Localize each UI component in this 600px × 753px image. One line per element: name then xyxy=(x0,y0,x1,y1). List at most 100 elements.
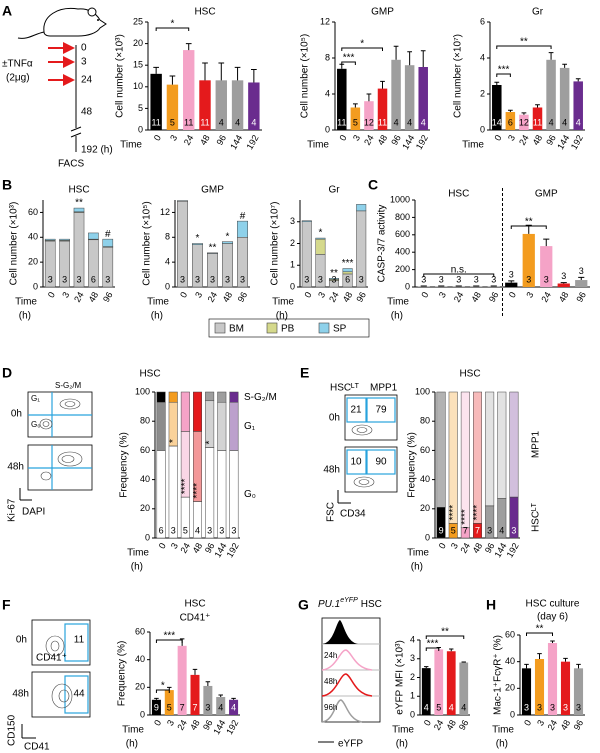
bar-segment xyxy=(168,445,178,539)
error-bar xyxy=(508,280,515,283)
y-tick-label: 60 xyxy=(420,445,430,455)
n-label: 4 xyxy=(235,117,240,127)
bar xyxy=(521,668,532,715)
y-tick-label: 0 xyxy=(165,281,170,291)
n-label: 3 xyxy=(205,702,210,712)
x-axis-unit: (h) xyxy=(151,311,163,322)
row-label: 0h xyxy=(11,409,22,420)
time-point: 3 xyxy=(81,57,87,68)
bar-segment xyxy=(301,220,312,223)
y-tick-label: 0 xyxy=(510,709,515,719)
series-label: HSCᴸᵀ xyxy=(531,502,542,532)
bar-segment xyxy=(222,241,233,244)
n-label: 3 xyxy=(219,525,224,535)
y-tick-label: 100 xyxy=(415,386,430,396)
chart-title: HSC xyxy=(184,599,205,610)
y-tick-label: 2 xyxy=(480,88,485,98)
gate-percentage: 11 xyxy=(74,635,85,646)
n-label: 5 xyxy=(436,702,441,712)
x-tick-label: 48 xyxy=(557,290,571,304)
n-label: 3 xyxy=(231,525,236,535)
n-label: 5 xyxy=(451,525,456,535)
n-label: 9 xyxy=(439,525,444,535)
x-tick-label: 3 xyxy=(506,133,517,142)
chart-title: HSC xyxy=(194,7,215,18)
y-tick-label: 800 xyxy=(395,212,410,222)
y-tick-label: 0 xyxy=(33,281,38,291)
bar-segment xyxy=(88,232,99,240)
y-tick-label: 4 xyxy=(480,52,485,62)
bar xyxy=(446,651,456,715)
x-tick-label: 96 xyxy=(574,290,588,304)
bar-segment xyxy=(44,238,56,241)
significance-bracket xyxy=(155,689,170,693)
x-tick-label: 96 xyxy=(354,290,368,304)
error-bar xyxy=(185,43,192,51)
bar-segment xyxy=(168,391,178,403)
bar xyxy=(573,668,584,715)
x-tick-label: 192 xyxy=(569,133,585,151)
x-tick-label: 3 xyxy=(60,290,71,299)
x-tick-label: 3 xyxy=(193,290,204,299)
bar-segment xyxy=(73,207,85,213)
y-axis-label: Cell number (×10⁵) xyxy=(300,34,311,118)
y-axis-label: eYFP MFI (×10³) xyxy=(395,640,406,715)
x-tick-label: 0 xyxy=(337,133,348,142)
bar xyxy=(229,699,239,715)
x-tick-label: 3 xyxy=(437,290,448,299)
x-tick-label: 24 xyxy=(206,290,220,304)
bar-segment xyxy=(497,391,507,499)
x-tick-label: 0 xyxy=(422,718,433,727)
x-axis-unit: (h) xyxy=(126,739,138,750)
time-point: 48 xyxy=(81,107,93,118)
row-label: 48h xyxy=(7,462,24,473)
legend-swatch xyxy=(266,322,278,334)
n-label: 4 xyxy=(195,525,200,535)
significance-label: ** xyxy=(330,268,338,279)
significance-label: * xyxy=(161,681,165,692)
x-tick-label: 48 xyxy=(221,290,235,304)
error-bar xyxy=(407,51,413,66)
n-label: 11 xyxy=(337,117,346,127)
y-axis-label: Cell number (×10⁵) xyxy=(142,201,153,285)
bar-segment xyxy=(473,391,482,524)
n-label: 7 xyxy=(463,525,468,535)
bar-segment xyxy=(460,391,470,529)
row-label: 96h xyxy=(324,703,337,712)
n-label: 3 xyxy=(180,274,185,284)
chart-title: HSC culture xyxy=(526,599,580,610)
n-label: 5 xyxy=(183,525,188,535)
n-label: 6 xyxy=(508,117,513,127)
n-label: 6 xyxy=(159,525,164,535)
significance-label: ** xyxy=(536,624,544,635)
n-label: 3 xyxy=(563,702,568,712)
significance-label: ** xyxy=(209,242,217,253)
y-tick-label: 15 xyxy=(133,60,143,70)
bar xyxy=(199,80,211,130)
x-tick-label: 24 xyxy=(432,718,446,732)
time-point: 0 xyxy=(81,43,87,54)
bar xyxy=(559,67,570,130)
y-tick-label: 400 xyxy=(395,247,410,257)
panel-label: G xyxy=(298,597,309,613)
readout-label: FACS xyxy=(58,159,84,170)
y-tick-label: 2 xyxy=(290,238,295,248)
y-tick-label: 1 xyxy=(290,260,295,270)
bar-segment xyxy=(237,220,248,238)
y-tick-label: 0 xyxy=(290,281,295,291)
bar-segment xyxy=(315,237,326,240)
x-axis-label: CD41 xyxy=(24,742,50,753)
y-tick-label: 3 xyxy=(290,216,295,226)
row-label: 24h xyxy=(324,651,337,660)
y-tick-label: 0 xyxy=(480,124,485,134)
significance-label: *** xyxy=(163,631,175,642)
n-label: 4 xyxy=(394,117,399,127)
error-bar xyxy=(234,66,241,81)
mouse-schematic xyxy=(17,7,107,152)
significance-bracket xyxy=(510,225,547,229)
error-bar xyxy=(524,663,529,669)
x-tick-label: 192 xyxy=(414,133,430,151)
y-tick-label: 40 xyxy=(505,656,515,666)
x-tick-label: 144 xyxy=(211,718,227,736)
row-label: 48h xyxy=(12,689,29,700)
